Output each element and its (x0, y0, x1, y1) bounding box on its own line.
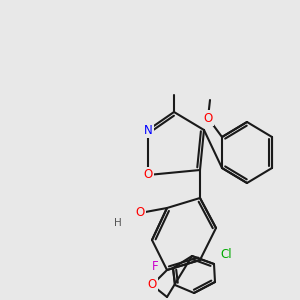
Text: O: O (147, 278, 157, 292)
Text: F: F (152, 260, 158, 272)
Text: O: O (135, 206, 145, 220)
Text: N: N (144, 124, 152, 136)
Text: O: O (203, 112, 213, 124)
Text: Cl: Cl (220, 248, 232, 262)
Text: O: O (143, 169, 153, 182)
Text: H: H (114, 218, 122, 228)
